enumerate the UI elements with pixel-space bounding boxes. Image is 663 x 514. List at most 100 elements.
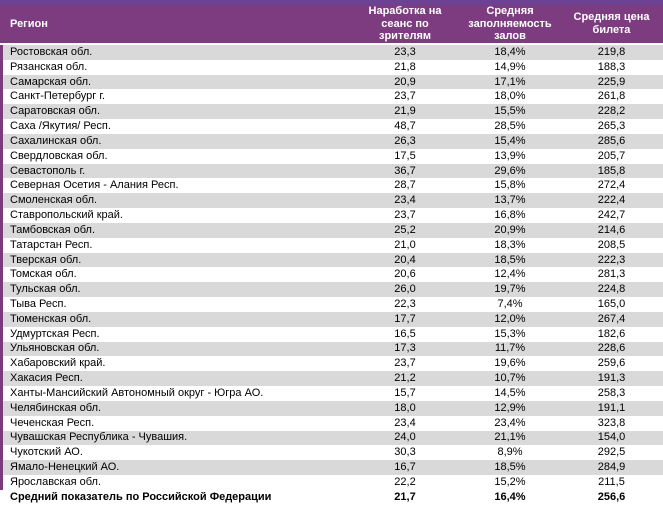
- occupancy-cell: 19,6%: [494, 358, 526, 370]
- table-row: Свердловская обл. 17,5 13,9% 205,7: [0, 148, 663, 164]
- ticket-price-cell: 261,8: [597, 91, 626, 103]
- column-header-avg-ticket-price: Средняя цена билета: [573, 11, 650, 36]
- table-row: Тверская обл. 20,4 18,5% 222,3: [0, 252, 663, 268]
- sessions-per-viewer-cell: 17,3: [394, 343, 416, 355]
- occupancy-cell: 7,4%: [497, 298, 523, 310]
- table-header-row: Регион Наработка на сеанс по зрителям Ср…: [0, 5, 663, 45]
- ticket-price-cell: 292,5: [597, 447, 626, 459]
- occupancy-cell: 18,5%: [494, 462, 526, 474]
- occupancy-cell: 28,5%: [494, 121, 526, 133]
- ticket-price-cell: 208,5: [597, 239, 626, 251]
- region-cell: Чукотский АО.: [10, 447, 83, 459]
- table-row: Тульская обл. 26,0 19,7% 224,8: [0, 282, 663, 298]
- occupancy-cell: 12,9%: [494, 402, 526, 414]
- occupancy-cell: 19,7%: [494, 284, 526, 296]
- ticket-price-cell: 272,4: [597, 180, 626, 192]
- ticket-price-cell: 165,0: [597, 298, 626, 310]
- occupancy-cell: 15,8%: [494, 180, 526, 192]
- region-cell: Челябинская обл.: [10, 402, 102, 414]
- region-cell: Рязанская обл.: [10, 61, 88, 73]
- table-row: Самарская обл. 20,9 17,1% 225,9: [0, 74, 663, 90]
- occupancy-cell: 18,3%: [494, 239, 526, 251]
- table-row: Ставропольский край. 23,7 16,8% 242,7: [0, 208, 663, 223]
- ticket-price-cell: 259,6: [597, 358, 626, 370]
- ticket-price-cell: 214,6: [597, 224, 626, 236]
- table-row: Северная Осетия - Алания Респ. 28,7 15,8…: [0, 178, 663, 194]
- ticket-price-cell: 182,6: [597, 328, 626, 340]
- table-body: Ростовская обл. 23,3 18,4% 219,8 Рязанск…: [0, 45, 663, 490]
- total-occupancy-cell: 16,4%: [494, 491, 526, 503]
- table-row: Чукотский АО. 30,3 8,9% 292,5: [0, 445, 663, 461]
- occupancy-cell: 23,4%: [494, 417, 526, 429]
- occupancy-cell: 13,7%: [494, 195, 526, 207]
- sessions-per-viewer-cell: 23,3: [394, 46, 416, 58]
- occupancy-cell: 14,9%: [494, 61, 526, 73]
- sessions-per-viewer-cell: 22,2: [394, 476, 416, 488]
- region-cell: Тюменская обл.: [10, 313, 92, 325]
- sessions-per-viewer-cell: 15,7: [394, 387, 416, 399]
- occupancy-cell: 15,3%: [494, 328, 526, 340]
- region-cell: Сахалинская обл.: [10, 135, 102, 147]
- left-accent-border: [0, 45, 3, 490]
- region-cell: Хабаровский край.: [10, 358, 106, 370]
- ticket-price-cell: 258,3: [597, 387, 626, 399]
- region-cell: Удмуртская Респ.: [10, 328, 100, 340]
- ticket-price-cell: 281,3: [597, 269, 626, 281]
- occupancy-cell: 18,5%: [494, 254, 526, 266]
- occupancy-cell: 13,9%: [494, 150, 526, 162]
- table-row: Сахалинская обл. 26,3 15,4% 285,6: [0, 133, 663, 149]
- sessions-per-viewer-cell: 23,7: [394, 91, 416, 103]
- region-cell: Ханты-Мансийский Автономный округ - Югра…: [10, 387, 264, 399]
- ticket-price-cell: 225,9: [597, 76, 626, 88]
- sessions-per-viewer-cell: 20,6: [394, 269, 416, 281]
- table-row: Удмуртская Респ. 16,5 15,3% 182,6: [0, 326, 663, 342]
- ticket-price-cell: 154,0: [597, 432, 626, 444]
- occupancy-cell: 15,4%: [494, 135, 526, 147]
- sessions-per-viewer-cell: 20,4: [394, 254, 416, 266]
- total-row-label: Средний показатель по Российской Федерац…: [10, 491, 272, 503]
- region-cell: Тульская обл.: [10, 284, 81, 296]
- sessions-per-viewer-cell: 23,4: [394, 417, 416, 429]
- region-cell: Чувашская Республика - Чувашия.: [10, 432, 188, 444]
- region-cell: Ставропольский край.: [10, 210, 123, 222]
- occupancy-cell: 15,2%: [494, 476, 526, 488]
- region-cell: Тыва Респ.: [10, 298, 67, 310]
- ticket-price-cell: 267,4: [597, 313, 626, 325]
- region-cell: Хакасия Респ.: [10, 373, 83, 385]
- sessions-per-viewer-cell: 17,7: [394, 313, 416, 325]
- sessions-per-viewer-cell: 21,9: [394, 106, 416, 118]
- region-cell: Тамбовская обл.: [10, 224, 96, 236]
- ticket-price-cell: 285,6: [597, 135, 626, 147]
- table-row: Томская обл. 20,6 12,4% 281,3: [0, 267, 663, 283]
- top-accent-strip: [0, 0, 663, 5]
- table-row: Тамбовская обл. 25,2 20,9% 214,6: [0, 222, 663, 238]
- region-cell: Ульяновская обл.: [10, 343, 100, 355]
- table-row: Татарстан Респ. 21,0 18,3% 208,5: [0, 237, 663, 253]
- occupancy-cell: 14,5%: [494, 387, 526, 399]
- sessions-per-viewer-cell: 18,0: [394, 402, 416, 414]
- ticket-price-cell: 224,8: [597, 284, 626, 296]
- table-row: Санкт-Петербург г. 23,7 18,0% 261,8: [0, 89, 663, 105]
- ticket-price-cell: 211,5: [598, 476, 625, 488]
- region-cell: Чеченская Респ.: [10, 417, 95, 429]
- sessions-per-viewer-cell: 16,5: [394, 328, 416, 340]
- occupancy-cell: 8,9%: [497, 447, 523, 459]
- sessions-per-viewer-cell: 23,7: [394, 210, 416, 222]
- table-row: Чеченская Респ. 23,4 23,4% 323,8: [0, 415, 663, 431]
- table-row: Тюменская обл. 17,7 12,0% 267,4: [0, 311, 663, 327]
- ticket-price-cell: 265,3: [597, 121, 626, 133]
- region-cell: Смоленская обл.: [10, 195, 98, 207]
- ticket-price-cell: 323,8: [597, 417, 626, 429]
- ticket-price-cell: 222,3: [597, 254, 626, 266]
- occupancy-cell: 18,4%: [494, 46, 526, 58]
- total-ticket-price-cell: 256,6: [597, 491, 626, 503]
- table-row: Севастополь г. 36,7 29,6% 185,8: [0, 163, 663, 179]
- region-cell: Самарская обл.: [10, 76, 92, 88]
- sessions-per-viewer-cell: 20,9: [394, 76, 416, 88]
- table-row: Хакасия Респ. 21,2 10,7% 191,3: [0, 371, 663, 387]
- sessions-per-viewer-cell: 21,2: [394, 373, 416, 385]
- occupancy-cell: 11,7%: [494, 343, 526, 355]
- ticket-price-cell: 205,7: [597, 150, 626, 162]
- region-cell: Томская обл.: [10, 269, 77, 281]
- table-row: Ямало-Ненецкий АО. 16,7 18,5% 284,9: [0, 460, 663, 476]
